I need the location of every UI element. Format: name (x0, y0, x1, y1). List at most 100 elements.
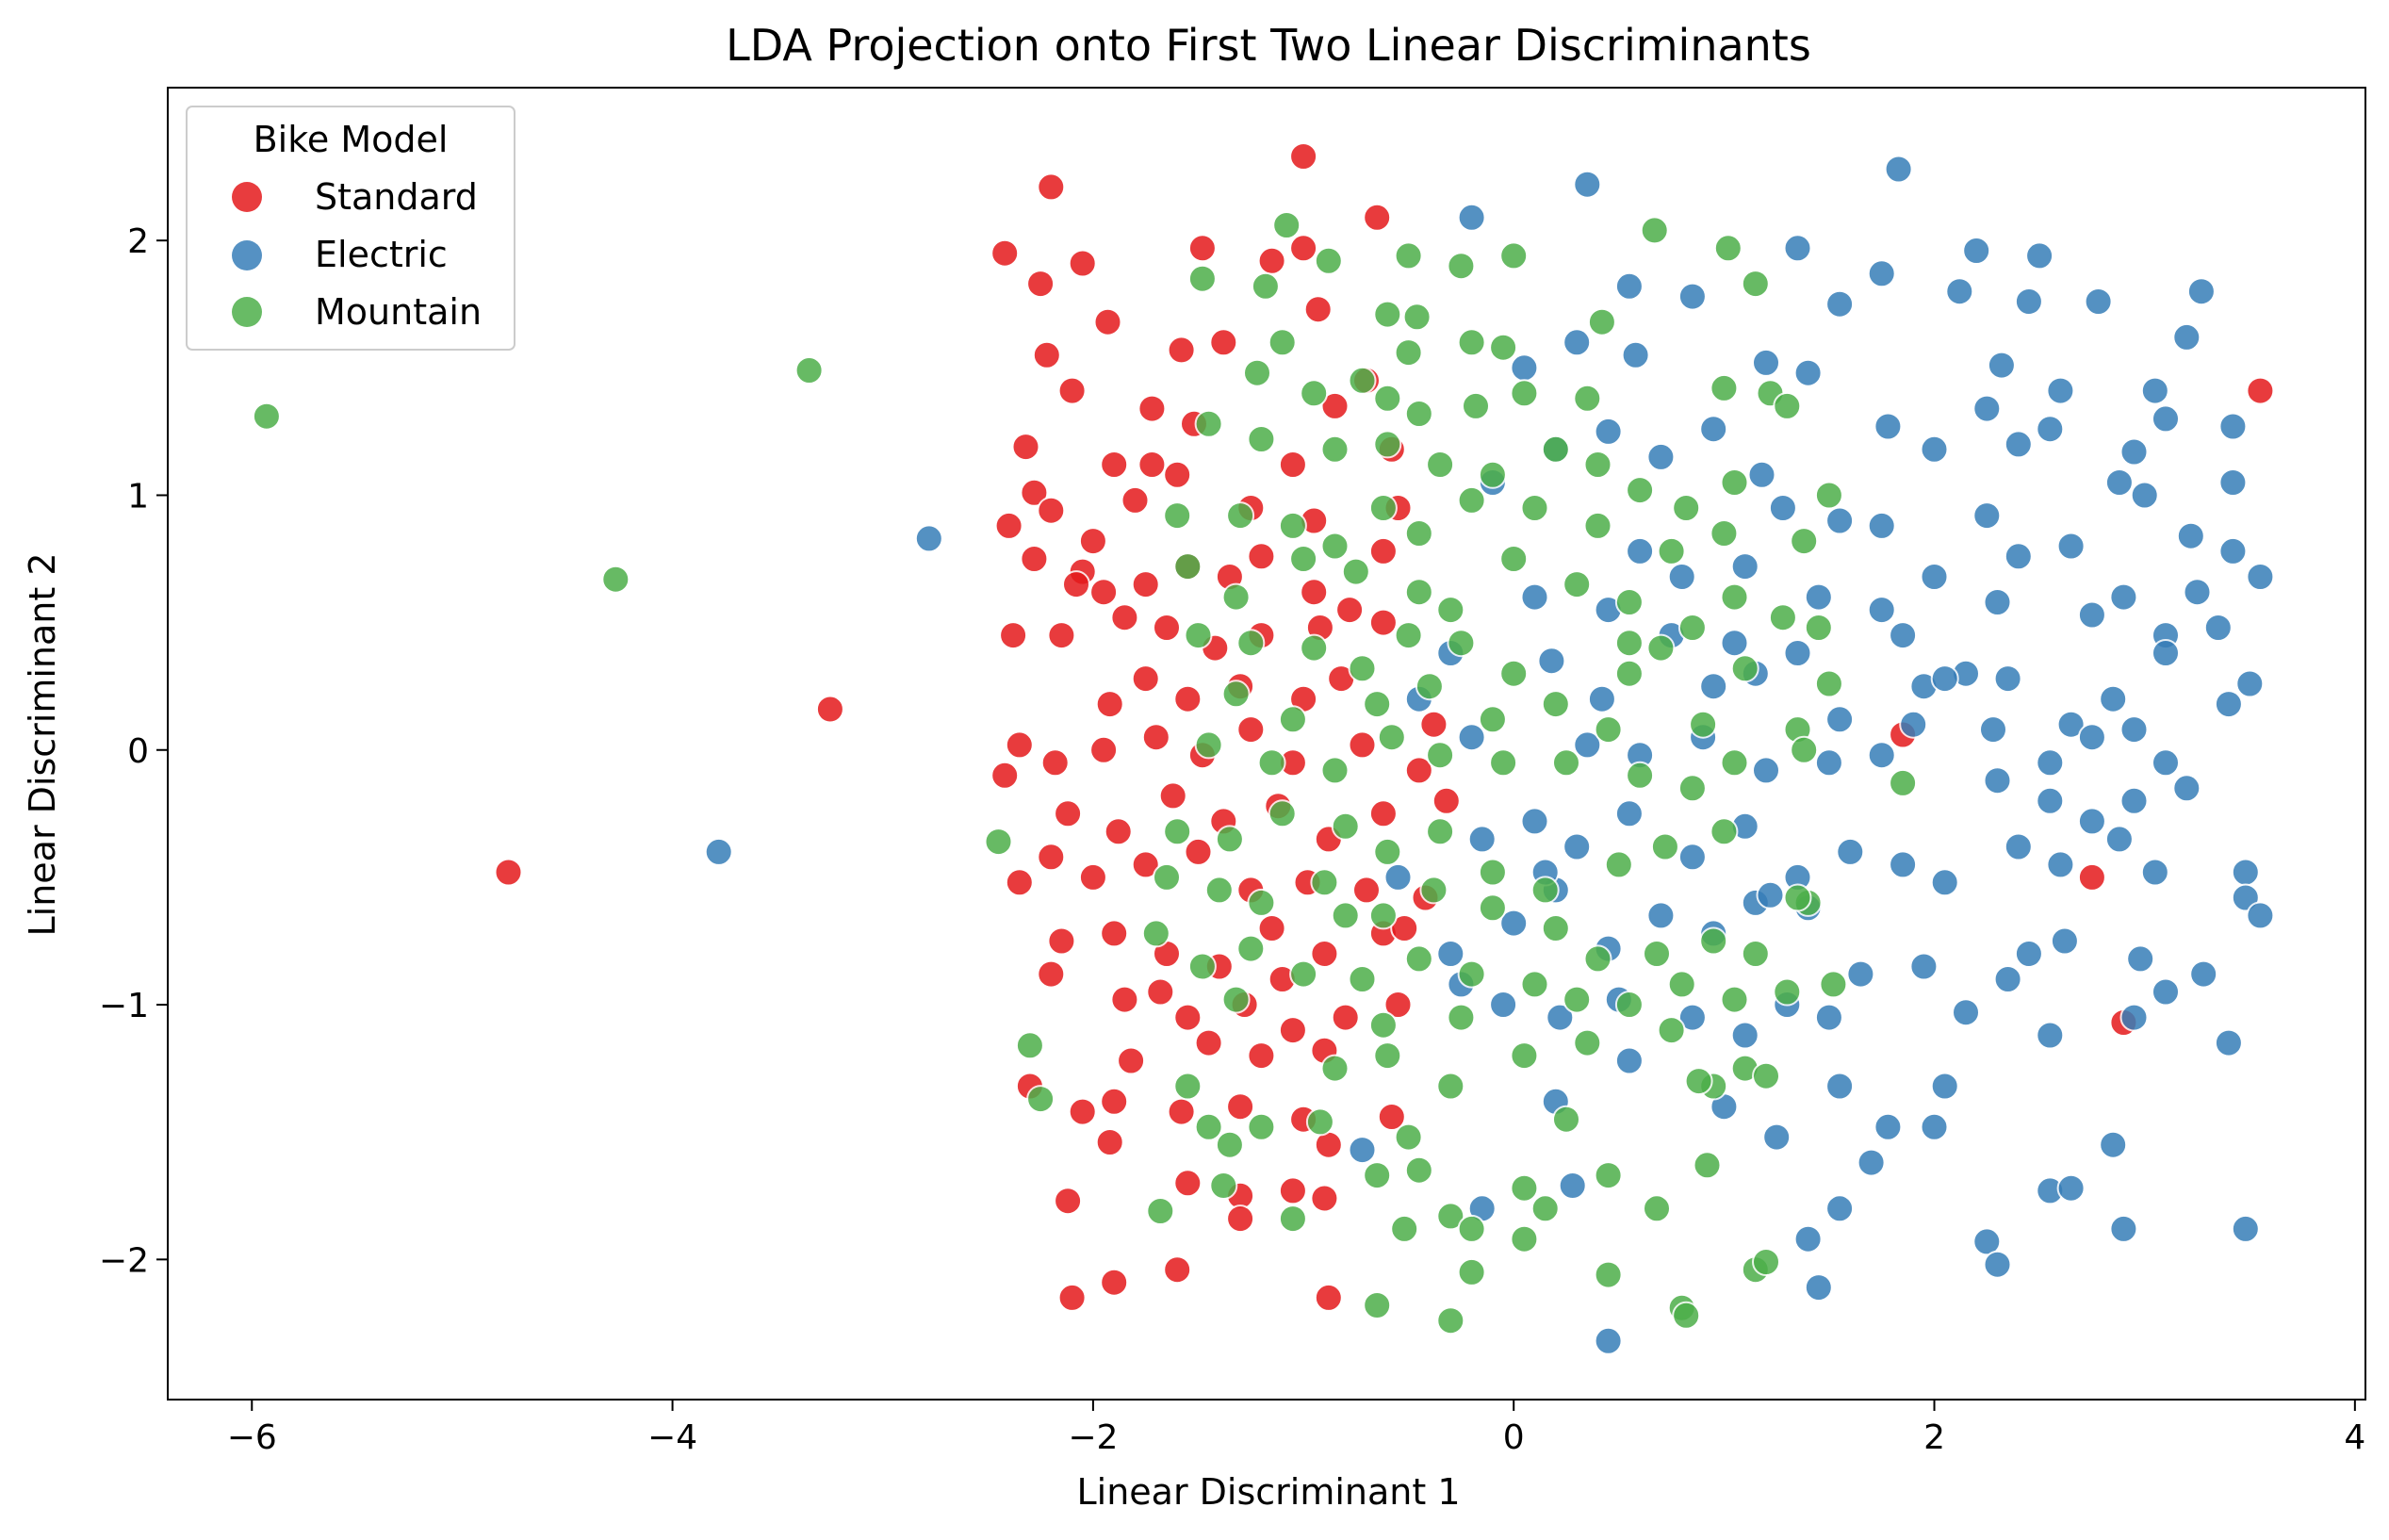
point-electric (1793, 1224, 1823, 1253)
point-electric (1677, 1003, 1707, 1032)
point-electric (2140, 858, 2169, 887)
point-mountain (1693, 1151, 1722, 1180)
point-standard (1093, 307, 1122, 336)
point-electric (1626, 536, 1655, 565)
point-electric (1520, 807, 1549, 836)
point-mountain (1373, 1041, 1402, 1071)
point-mountain (1720, 748, 1749, 778)
point-electric (2172, 322, 2201, 352)
point-mountain (1194, 730, 1223, 760)
point-mountain (1247, 425, 1276, 453)
point-mountain (1478, 460, 1507, 489)
point-mountain (1478, 858, 1507, 887)
point-mountain (1752, 1248, 1780, 1276)
point-standard (1289, 142, 1318, 171)
point-electric (1825, 705, 1855, 734)
point-electric (1467, 825, 1497, 854)
point-mountain (1573, 1028, 1602, 1057)
point-electric (1930, 1072, 1959, 1101)
point-standard (1158, 781, 1187, 811)
point-mountain (1650, 832, 1679, 861)
point-standard (1300, 578, 1329, 607)
point-standard (1278, 1176, 1307, 1205)
point-electric (2119, 437, 2149, 467)
point-standard (1167, 1097, 1196, 1126)
point-mountain (1814, 669, 1843, 698)
point-mountain (1657, 1016, 1686, 1045)
point-standard (1289, 234, 1318, 263)
point-mountain (1643, 1194, 1671, 1223)
point-mountain (1478, 705, 1507, 734)
point-standard (1037, 496, 1066, 525)
point-mountain (1394, 621, 1423, 650)
point-standard (990, 761, 1020, 790)
point-electric (1825, 506, 1855, 535)
point-electric (2140, 376, 2169, 405)
point-mountain (1348, 366, 1377, 395)
y-axis-label: Linear Discriminant 2 (22, 552, 63, 936)
point-mountain (1478, 893, 1507, 923)
y-tick-label: −1 (99, 987, 149, 1025)
point-electric (1930, 868, 1959, 897)
point-mountain (1221, 582, 1251, 612)
point-mountain (1348, 654, 1377, 683)
x-tick-label: −4 (647, 1418, 697, 1457)
point-mountain (1236, 934, 1266, 963)
point-electric (2126, 944, 2155, 974)
point-electric (1993, 965, 2022, 993)
point-mountain (1530, 1194, 1560, 1223)
point-electric (2176, 521, 2205, 550)
point-electric (2004, 542, 2033, 571)
point-standard (1100, 1087, 1129, 1116)
point-standard (999, 621, 1028, 650)
point-standard (1011, 433, 1040, 462)
point-electric (1920, 563, 1949, 591)
point-electric (2046, 850, 2075, 879)
point-mountain (1447, 252, 1476, 281)
point-standard (1194, 1028, 1223, 1057)
point-mountain (1320, 1054, 1350, 1083)
point-mountain (1226, 501, 1255, 531)
point-standard (1047, 926, 1076, 956)
legend-label-mountain: Mountain (315, 291, 482, 333)
point-standard (1209, 328, 1238, 357)
point-electric (1730, 552, 1759, 582)
point-mountain (1173, 1072, 1203, 1101)
point-standard (1054, 1187, 1083, 1216)
point-standard (1020, 478, 1049, 507)
point-mountain (1404, 400, 1433, 428)
point-standard (1419, 710, 1448, 739)
point-mountain (1320, 434, 1350, 464)
point-mountain (1677, 774, 1707, 803)
point-mountain (1257, 748, 1286, 778)
point-standard (1163, 460, 1192, 489)
point-mountain (1436, 1072, 1465, 1101)
point-electric (1699, 672, 1728, 701)
y-tick-label: −2 (99, 1241, 149, 1280)
point-mountain (1215, 825, 1244, 854)
point-mountain (1643, 940, 1671, 968)
point-standard (1068, 1097, 1097, 1126)
point-electric (914, 524, 943, 553)
point-electric (1520, 582, 1549, 612)
point-mountain (1390, 1214, 1419, 1243)
point-standard (1057, 376, 1087, 405)
point-mountain (1268, 328, 1297, 357)
point-standard (1303, 295, 1333, 324)
point-mountain (1520, 970, 1549, 999)
plot-frame (167, 87, 2366, 1401)
point-electric (704, 837, 733, 866)
point-mountain (1320, 756, 1350, 785)
legend-title: Bike Model (254, 119, 449, 160)
point-standard (1404, 756, 1433, 785)
point-electric (2077, 723, 2106, 752)
point-standard (994, 511, 1023, 540)
point-standard (1236, 715, 1266, 745)
point-electric (1614, 799, 1644, 828)
point-mountain (1221, 985, 1251, 1014)
point-mountain (1604, 850, 1633, 879)
point-electric (2218, 412, 2248, 441)
point-mountain (1331, 811, 1360, 841)
point-mountain (1415, 672, 1444, 701)
